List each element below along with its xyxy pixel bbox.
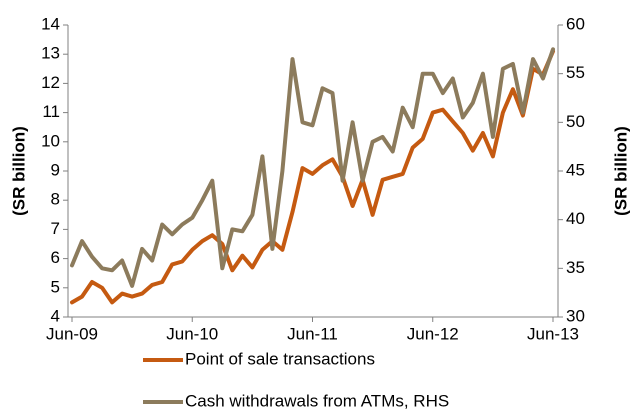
y2-axis-label: (SR billion)	[611, 126, 630, 216]
x-tick-label: Jun-13	[527, 324, 579, 343]
y-tick-label: 11	[42, 102, 60, 121]
y2-tick-label: 55	[566, 63, 585, 82]
y-tick-label: 13	[41, 44, 60, 63]
y-tick-label: 5	[51, 277, 60, 296]
y-tick-label: 7	[51, 219, 60, 238]
y-tick-label: 9	[51, 160, 60, 179]
x-tick-label: Jun-09	[46, 324, 98, 343]
y-tick-label: 12	[41, 73, 60, 92]
y2-tick-label: 50	[566, 112, 585, 131]
y-axis-label: (SR billion)	[9, 126, 28, 216]
x-tick-label: Jun-12	[407, 324, 459, 343]
y2-tick-label: 35	[566, 258, 585, 277]
y-tick-label: 14	[41, 14, 60, 33]
legend-label: Point of sale transactions	[185, 349, 375, 368]
y2-tick-label: 40	[566, 209, 585, 228]
legend-label: Cash withdrawals from ATMs, RHS	[185, 391, 449, 410]
y-tick-label: 6	[51, 248, 60, 267]
x-tick-label: Jun-10	[166, 324, 218, 343]
y2-tick-label: 30	[566, 306, 585, 325]
series-line	[70, 49, 555, 305]
y-tick-label: 4	[51, 306, 60, 325]
y2-tick-label: 45	[566, 160, 585, 179]
x-tick-label: Jun-11	[287, 324, 338, 343]
y-tick-label: 8	[51, 190, 60, 209]
y2-tick-label: 60	[566, 14, 585, 33]
y-tick-label: 10	[41, 131, 60, 150]
series-line	[70, 47, 555, 288]
